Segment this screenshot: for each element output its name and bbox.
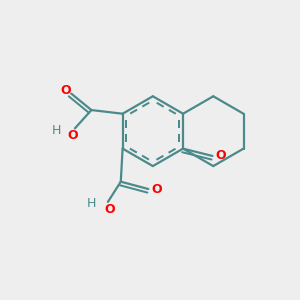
Text: H: H <box>52 124 61 137</box>
Text: O: O <box>60 84 71 97</box>
Text: H: H <box>87 197 96 210</box>
Text: O: O <box>151 182 162 196</box>
Text: O: O <box>104 203 115 216</box>
Text: O: O <box>68 129 78 142</box>
Text: O: O <box>215 149 226 163</box>
